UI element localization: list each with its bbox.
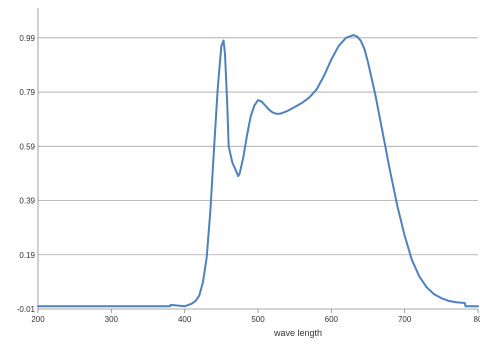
- y-tick-label: 0.19: [19, 251, 35, 260]
- x-tick-label: 500: [251, 315, 265, 324]
- x-tick-label: 600: [325, 315, 339, 324]
- y-tick-label: -0.01: [17, 305, 36, 314]
- axes: [37, 8, 479, 313]
- series-line: [37, 34, 479, 308]
- y-tick-labels: -0.01 0.19 0.39 0.59 0.79 0.99: [17, 34, 36, 314]
- x-tick-label: 80: [474, 315, 480, 324]
- x-axis-title: wave length: [273, 328, 322, 338]
- x-tick-label: 700: [398, 315, 412, 324]
- y-tick-label: 0.99: [19, 34, 35, 43]
- x-tick-label: 200: [31, 315, 45, 324]
- y-tick-label: 0.59: [19, 142, 35, 151]
- x-tick-label: 300: [105, 315, 119, 324]
- x-tick-labels: 200 300 400 500 600 700 80: [31, 315, 480, 324]
- y-tick-label: 0.39: [19, 197, 35, 206]
- series-layer: [37, 34, 479, 308]
- y-tick-label: 0.79: [19, 88, 35, 97]
- grid-lines: [38, 37, 478, 256]
- x-tick-label: 400: [178, 315, 192, 324]
